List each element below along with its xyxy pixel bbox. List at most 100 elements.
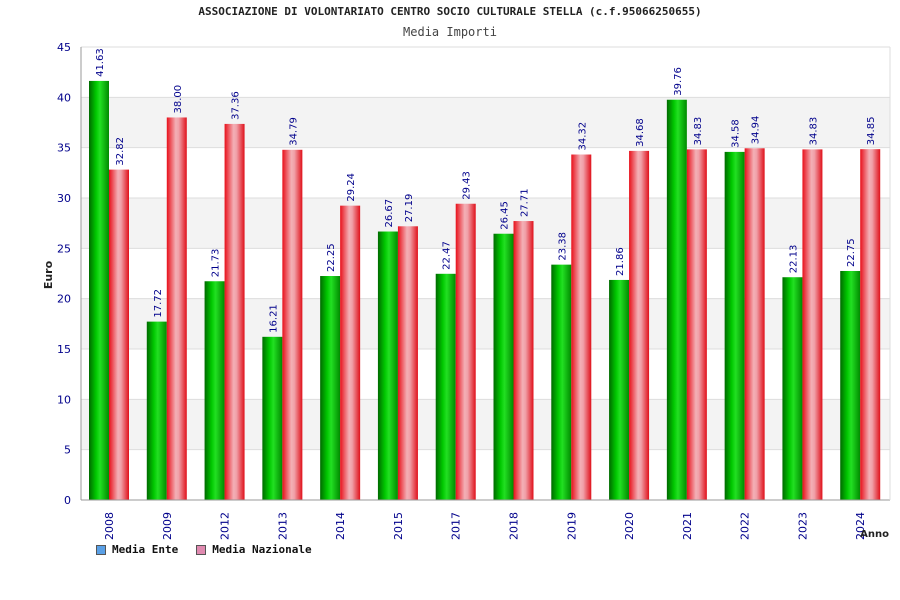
legend: Media Ente Media Nazionale [96, 543, 312, 556]
y-tick-label: 20 [57, 293, 71, 306]
x-tick-label: 2009 [161, 512, 174, 540]
x-tick-label: 2021 [681, 512, 694, 540]
bar-value-label: 41.63 [95, 48, 106, 77]
bar-media-ente [320, 276, 341, 500]
grid-band [81, 198, 890, 249]
bar-value-label: 34.58 [731, 119, 742, 148]
bar-media-nazionale [571, 154, 592, 500]
bar-value-label: 34.94 [751, 116, 762, 145]
axes-group: 0 5 10 15 20 25 30 35 40 45 2008 2009 2012 2013 2014 20… [57, 41, 891, 540]
bar-media-ente [204, 281, 225, 500]
bar-value-label: 21.73 [211, 249, 222, 278]
bar-value-label: 34.68 [635, 118, 646, 147]
bars-group [89, 80, 881, 501]
bar-value-label: 29.43 [462, 171, 473, 200]
bar-value-label: 34.83 [808, 117, 819, 146]
y-tick-label: 15 [57, 343, 71, 356]
bar-value-label: 27.71 [520, 188, 531, 217]
bar-value-label: 34.85 [866, 117, 877, 146]
y-tick-label: 35 [57, 142, 71, 155]
bar-media-ente [262, 336, 283, 500]
bar-value-label: 26.45 [500, 201, 511, 230]
bar-media-nazionale [340, 205, 361, 500]
x-tick-label: 2024 [854, 512, 867, 540]
bar-value-label: 34.79 [288, 117, 299, 146]
bar-value-label: 22.25 [326, 243, 337, 272]
bar-media-nazionale [224, 123, 245, 500]
bar-media-nazionale [455, 203, 476, 500]
bar-value-label: 22.47 [442, 241, 453, 270]
grid-band [81, 97, 890, 148]
bar-value-label: 32.82 [115, 137, 126, 166]
bar-media-ente [551, 264, 572, 500]
bar-value-label: 22.13 [788, 245, 799, 274]
legend-label-nazionale: Media Nazionale [212, 543, 312, 556]
y-axis-label: Euro [42, 260, 55, 289]
plot-background [81, 47, 890, 500]
bar-media-nazionale [744, 148, 765, 500]
x-tick-label: 2019 [565, 512, 578, 540]
bar-value-label: 27.19 [404, 194, 415, 223]
bar-media-ente [435, 273, 456, 500]
bar-media-nazionale [166, 117, 187, 500]
bar-value-label: 22.75 [846, 238, 857, 267]
y-tick-label: 45 [57, 41, 71, 54]
x-tick-label: 2013 [276, 512, 289, 540]
x-axis-label: Anno [860, 529, 889, 540]
bar-media-nazionale [397, 226, 418, 500]
bar-value-label: 16.21 [268, 304, 279, 333]
bar-media-ente [377, 231, 398, 500]
bar-media-ente [782, 277, 803, 500]
y-tick-label: 5 [64, 444, 71, 457]
bar-value-label: 26.67 [384, 199, 395, 228]
x-tick-label: 2012 [219, 512, 232, 540]
bar-value-label: 37.36 [231, 91, 242, 120]
bar-value-label: 21.86 [615, 247, 626, 276]
bar-media-nazionale [860, 149, 881, 500]
chart-title: ASSOCIAZIONE DI VOLONTARIATO CENTRO SOCI… [198, 5, 702, 18]
legend-item-nazionale: Media Nazionale [196, 543, 312, 556]
x-tick-label: 2014 [334, 512, 347, 540]
legend-swatch-ente [96, 544, 106, 555]
legend-swatch-nazionale [196, 544, 207, 555]
grid-band [81, 399, 890, 450]
grid-band [81, 298, 890, 349]
bar-media-nazionale [513, 221, 534, 500]
bar-value-label: 39.76 [673, 67, 684, 96]
bar-media-ente [724, 151, 745, 501]
bar-media-ente [840, 270, 861, 500]
bar-media-nazionale [629, 150, 650, 500]
x-tick-label: 2020 [623, 512, 636, 540]
bar-media-nazionale [282, 149, 303, 500]
y-tick-label: 30 [57, 192, 71, 205]
bar-labels-group: 41.63 32.82 17.72 38.00 21.73 37.36 16.21 34.79… [95, 48, 877, 333]
bar-media-ente [493, 233, 514, 500]
bar-media-ente [89, 80, 109, 500]
bar-value-label: 38.00 [173, 85, 184, 114]
x-tick-label: 2018 [508, 512, 521, 540]
bar-media-nazionale [802, 149, 823, 501]
x-tick-label: 2022 [739, 512, 752, 540]
bar-value-label: 34.32 [577, 122, 588, 151]
bar-value-label: 29.24 [346, 173, 357, 202]
y-tick-label: 0 [64, 494, 71, 507]
bar-media-ente [666, 99, 687, 501]
y-tick-label: 25 [57, 242, 71, 255]
legend-item-ente: Media Ente [96, 543, 178, 556]
bar-value-label: 17.72 [153, 289, 164, 318]
x-tick-label: 2023 [796, 512, 809, 540]
chart-subtitle: Media Importi [403, 25, 497, 39]
bar-value-label: 34.83 [693, 117, 704, 146]
bar-media-nazionale [109, 169, 129, 500]
bar-value-label: 23.38 [557, 232, 568, 261]
y-tick-label: 40 [57, 91, 71, 104]
y-tick-label: 10 [57, 393, 71, 406]
bar-media-ente [609, 279, 630, 500]
x-tick-label: 2017 [450, 512, 463, 540]
legend-label-ente: Media Ente [112, 543, 179, 556]
x-tick-label: 2008 [103, 512, 116, 540]
bar-media-ente [146, 321, 167, 500]
x-tick-label: 2015 [392, 512, 405, 540]
bar-chart: 41.63 32.82 17.72 38.00 21.73 37.36 16.21 34.79… [42, 41, 891, 540]
bar-media-nazionale [686, 149, 707, 501]
